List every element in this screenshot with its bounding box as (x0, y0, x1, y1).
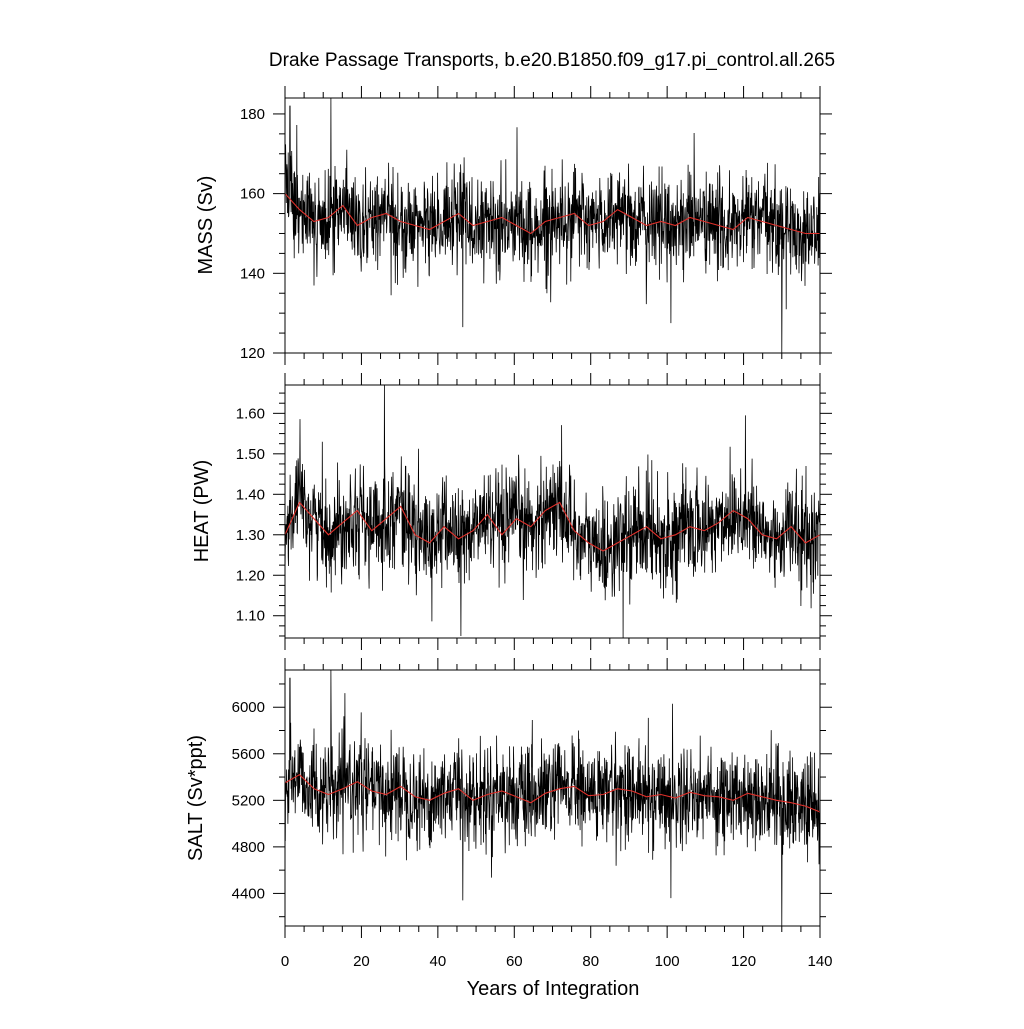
x-tick-label: 40 (430, 953, 447, 970)
panel-heat: HEAT (PW) 1.10 1.20 1.30 1.40 1.50 1.60 (191, 373, 832, 650)
panel-mass-ytick-label: 140 (240, 265, 265, 282)
panel-heat-ytick-label: 1.10 (236, 608, 265, 625)
panel-heat-smoothed-line (285, 501, 820, 552)
panel-salt-smoothed-line (285, 774, 820, 813)
x-tick-label: 120 (731, 953, 756, 970)
panel-mass-monthly-line (285, 98, 820, 353)
x-tick-label: 60 (506, 953, 523, 970)
panel-mass-ytick-label: 180 (240, 106, 265, 123)
x-tick-label: 80 (582, 953, 599, 970)
panel-heat-ytick-label: 1.60 (236, 405, 265, 422)
panel-mass-ylabel: MASS (Sv) (195, 176, 217, 275)
panel-mass-ytick-label: 160 (240, 186, 265, 203)
x-tick-label: 100 (655, 953, 680, 970)
panel-mass: MASS (Sv) 120 140 160 180 (195, 86, 832, 365)
panel-salt: SALT (Sv*ppt) 4400 4800 5200 5600 6000 (185, 658, 832, 938)
panel-mass-smoothed-line (285, 193, 820, 235)
panel-heat-ytick-label: 1.50 (236, 446, 265, 463)
panel-mass-ytick-label: 120 (240, 345, 265, 362)
panel-salt-monthly-line (285, 670, 820, 926)
panel-heat-ylabel: HEAT (PW) (191, 460, 213, 563)
panel-heat-monthly-line (285, 385, 820, 638)
chart-title: Drake Passage Transports, b.e20.B1850.f0… (269, 50, 835, 71)
panel-heat-ytick-label: 1.40 (236, 486, 265, 503)
x-tick-label: 140 (807, 953, 832, 970)
x-tick-label: 20 (353, 953, 370, 970)
panel-salt-ytick-label: 4400 (232, 885, 265, 902)
panel-salt-ytick-label: 6000 (232, 699, 265, 716)
x-axis-label: Years of Integration (467, 978, 640, 1000)
panel-salt-ytick-label: 4800 (232, 839, 265, 856)
panel-salt-ytick-label: 5600 (232, 746, 265, 763)
panel-heat-ytick-label: 1.20 (236, 567, 265, 584)
panel-salt-ylabel: SALT (Sv*ppt) (185, 735, 207, 861)
x-tick-label: 0 (281, 953, 289, 970)
panel-salt-ytick-label: 5200 (232, 792, 265, 809)
panel-heat-ytick-label: 1.30 (236, 527, 265, 544)
